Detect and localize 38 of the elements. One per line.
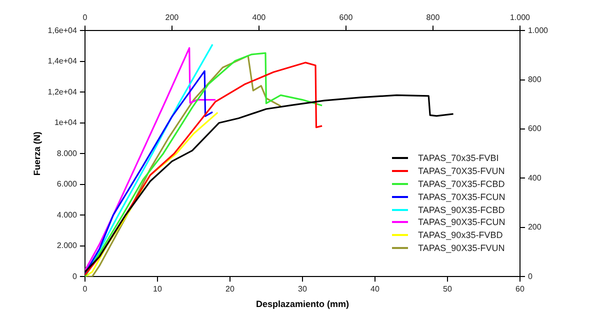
legend-label: TAPAS_70X35-FCUN (418, 192, 506, 202)
y-tick-label: 1,2e+04 (48, 87, 78, 96)
x-tick-label: 30 (298, 284, 308, 294)
y-tick-label: 1e+04 (54, 118, 78, 128)
x2-tick-label: 200 (165, 13, 180, 22)
x-axis-title: Desplazamiento (mm) (256, 299, 349, 310)
y2-tick-label: 400 (528, 173, 542, 182)
y-tick-label: 4.000 (56, 210, 78, 220)
y2-tick-label: 1.000 (528, 26, 549, 35)
x-tick-label: 60 (516, 284, 525, 294)
y2-tick-label: 800 (528, 75, 542, 84)
x-tick-label: 50 (443, 284, 452, 294)
x-tick-label: 20 (226, 284, 235, 294)
legend-label: TAPAS_70x35-FVBI (418, 153, 499, 164)
y2-tick-label: 0 (528, 272, 533, 281)
legend-label: TAPAS_70X35-FVUN (418, 166, 505, 176)
legend-label: TAPAS_90X35-FVUN (418, 242, 505, 253)
x-tick-label: 10 (152, 284, 162, 294)
y-tick-label: 1,4e+04 (48, 56, 78, 66)
x2-tick-label: 0 (82, 13, 88, 22)
y-tick-label: 0 (72, 272, 78, 281)
x2-tick-label: 1.000 (510, 13, 531, 22)
x2-tick-label: 600 (339, 13, 354, 22)
x2-tick-label: 400 (252, 13, 266, 22)
x-tick-label: 40 (370, 284, 380, 294)
legend-label: TAPAS_90x35-FVBD (418, 230, 503, 240)
legend-label: TAPAS_90X35-FCBD (418, 204, 505, 215)
x-tick-label: 0 (82, 284, 88, 294)
legend-label: TAPAS_70X35-FCBD (418, 178, 505, 189)
x2-tick-label: 800 (426, 13, 440, 22)
y-tick-label: 1,6e+04 (48, 26, 78, 35)
y-axis-title: Fuerza (N) (32, 132, 42, 176)
legend-label: TAPAS_90X35-FCUN (418, 217, 506, 228)
y-tick-label: 6.000 (56, 180, 78, 189)
y-tick-label: 8.000 (56, 148, 78, 158)
y-tick-label: 2.000 (56, 241, 78, 250)
y2-tick-label: 200 (528, 222, 542, 232)
y2-tick-label: 600 (528, 124, 542, 134)
